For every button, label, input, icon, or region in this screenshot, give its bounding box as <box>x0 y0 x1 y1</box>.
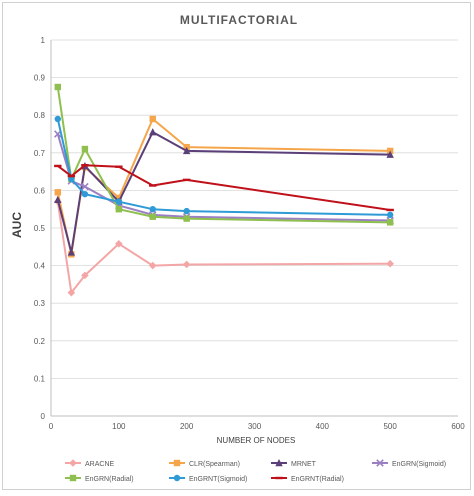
data-point <box>54 189 61 196</box>
data-point <box>81 190 89 198</box>
data-point <box>386 259 394 268</box>
legend-label: CLR(Spearman) <box>189 461 240 468</box>
series-lines <box>53 83 394 297</box>
chart-title: MULTIFACTORIAL <box>180 13 298 27</box>
data-point <box>54 83 61 91</box>
y-tick-label: 0.5 <box>34 224 46 233</box>
data-point <box>67 248 76 256</box>
data-point <box>69 474 77 482</box>
data-point <box>68 175 75 183</box>
data-point <box>149 184 157 187</box>
y-tick-label: 0.2 <box>34 337 46 346</box>
y-tick-label: 0 <box>41 412 46 421</box>
x-tick-label: 600 <box>451 422 465 431</box>
x-tick-label: 200 <box>180 422 194 431</box>
data-point <box>182 260 191 269</box>
legend-item: ARACNE <box>65 459 115 468</box>
data-point <box>386 211 394 219</box>
legend-label: EnGRN(Sigmoid) <box>392 461 446 468</box>
legend-item: EnGRN(Sigmoid) <box>372 459 446 468</box>
tick-labels: 0 0.1 0.2 0.3 0.4 0.5 0.6 0.7 0.8 0.9 1 0 100 200 300 4… <box>34 36 465 431</box>
gridlines <box>51 39 458 379</box>
data-point <box>275 476 283 480</box>
y-tick-label: 0.7 <box>34 149 46 158</box>
legend: ARACNE CLR(Spearman) MRNET EnGRN(Sigmoid) En… <box>65 459 446 483</box>
data-point <box>69 459 77 467</box>
data-point <box>148 261 157 270</box>
data-point <box>149 213 156 220</box>
x-tick-label: 400 <box>316 422 330 431</box>
data-point <box>81 182 89 191</box>
series-5 <box>54 115 394 219</box>
legend-item: CLR(Spearman) <box>169 459 240 468</box>
chart-frame: MULTIFACTORIAL AUC NUMBER OF NODES 0 0.1 0… <box>2 2 471 490</box>
x-tick-label: 300 <box>248 422 262 431</box>
data-point <box>149 128 157 136</box>
y-tick-label: 0.3 <box>34 299 46 308</box>
data-point <box>115 198 123 205</box>
data-point <box>173 459 181 467</box>
legend-item: EnGRN(Radial) <box>65 474 134 483</box>
data-point <box>115 165 123 168</box>
data-point <box>182 178 191 182</box>
y-tick-label: 0.6 <box>34 186 46 195</box>
data-point <box>376 459 384 467</box>
data-point <box>149 206 156 213</box>
legend-label: MRNET <box>291 461 317 468</box>
line-chart: MULTIFACTORIAL AUC NUMBER OF NODES 00.10… <box>10 13 465 483</box>
data-point <box>115 206 123 213</box>
data-point <box>81 145 89 153</box>
y-axis-label: AUC <box>10 212 24 238</box>
y-tick-label: 0.9 <box>34 74 46 83</box>
y-tick-label: 1 <box>41 36 46 45</box>
data-point <box>54 195 62 203</box>
data-point <box>81 164 89 167</box>
data-point <box>54 164 62 168</box>
legend-item: MRNET <box>271 459 317 468</box>
data-point <box>173 474 181 482</box>
x-tick-label: 500 <box>383 422 397 431</box>
data-point <box>386 219 394 226</box>
series-3 <box>54 130 394 225</box>
data-point <box>115 239 123 248</box>
data-point <box>182 146 191 155</box>
legend-item: EnGRNT(Radial) <box>271 476 344 483</box>
data-point <box>81 271 89 280</box>
data-point <box>149 115 156 123</box>
x-axis-label: NUMBER OF NODES <box>217 436 296 445</box>
data-point <box>67 288 76 297</box>
x-tick-label: 100 <box>112 422 126 431</box>
series-line <box>56 117 391 256</box>
data-point <box>67 174 76 178</box>
legend-label: ARACNE <box>85 461 115 468</box>
data-point <box>54 115 61 123</box>
x-tick-label: 0 <box>49 422 54 431</box>
series-line <box>56 201 391 294</box>
data-point <box>386 208 394 212</box>
data-point <box>183 215 190 222</box>
series-6 <box>54 164 394 212</box>
legend-label: EnGRNT(Sigmoid) <box>189 476 247 483</box>
data-point <box>386 150 394 158</box>
axes <box>50 40 458 417</box>
legend-label: EnGRNT(Radial) <box>291 476 344 483</box>
data-point <box>275 459 283 467</box>
y-tick-label: 0.4 <box>34 262 46 271</box>
y-tick-label: 0.1 <box>34 374 46 383</box>
legend-item: EnGRNT(Sigmoid) <box>169 474 247 483</box>
legend-label: EnGRN(Radial) <box>85 476 134 483</box>
data-point <box>183 207 190 215</box>
y-tick-label: 0.8 <box>34 111 46 120</box>
